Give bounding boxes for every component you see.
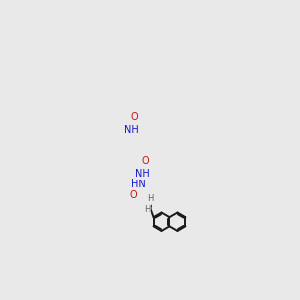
Text: H: H (147, 194, 154, 203)
Text: O: O (131, 112, 139, 122)
Text: NH: NH (124, 125, 139, 135)
Text: HN: HN (131, 178, 146, 188)
Text: O: O (129, 190, 137, 200)
Text: H: H (144, 205, 151, 214)
Text: NH: NH (135, 169, 150, 179)
Text: O: O (142, 156, 150, 166)
